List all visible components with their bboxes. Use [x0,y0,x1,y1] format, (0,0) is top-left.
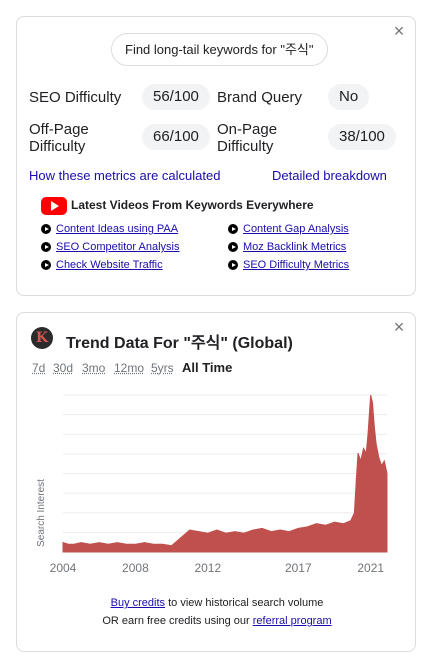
video-link-moz-backlink[interactable]: Moz Backlink Metrics [243,241,347,253]
find-long-tail-button[interactable]: Find long-tail keywords for "주식" [111,33,328,66]
x-tick-label: 2017 [285,561,312,575]
keyword-metrics-card: × Find long-tail keywords for "주식" SEO D… [16,16,416,296]
x-tick-label: 2008 [122,561,149,575]
referral-program-link[interactable]: referral program [252,615,332,627]
off-page-difficulty-label: Off-Page Difficulty [29,121,89,155]
video-link-seo-difficulty[interactable]: SEO Difficulty Metrics [243,259,350,271]
video-link-seo-competitor[interactable]: SEO Competitor Analysis [56,241,180,253]
search-interest-area [62,394,388,553]
close-icon[interactable]: × [393,317,405,337]
buy-credits-text: to view historical search volume [165,597,324,609]
buy-credits-line: Buy credits to view historical search vo… [17,597,417,609]
seo-difficulty-label: SEO Difficulty [29,89,122,106]
earn-credits-text: OR earn free credits using our [102,615,253,627]
latest-videos-title: Latest Videos From Keywords Everywhere [71,198,314,212]
play-circle-icon [41,224,51,234]
video-link-content-ideas[interactable]: Content Ideas using PAA [56,223,179,235]
play-circle-icon [41,260,51,270]
range-30d[interactable]: 30d [53,361,74,375]
buy-credits-link[interactable]: Buy credits [110,597,166,609]
video-link-content-gap[interactable]: Content Gap Analysis [243,223,349,235]
play-circle-icon [228,242,238,252]
referral-line: OR earn free credits using our referral … [17,615,417,627]
seo-difficulty-value: 56/100 [142,84,210,110]
range-3mo[interactable]: 3mo [82,361,106,375]
how-metrics-calculated-link[interactable]: How these metrics are calculated [29,168,221,183]
play-circle-icon [228,224,238,234]
brand-query-label: Brand Query [217,89,303,106]
on-page-difficulty-label: On-Page Difficulty [217,121,278,155]
x-tick-label: 2021 [357,561,384,575]
range-7d[interactable]: 7d [32,361,46,375]
play-circle-icon [41,242,51,252]
brand-query-value: No [328,84,370,110]
close-icon[interactable]: × [393,21,405,41]
x-tick-label: 2004 [50,561,77,575]
youtube-icon [41,197,67,215]
range-5yrs[interactable]: 5yrs [151,361,174,375]
trend-title: Trend Data For "주식" (Global) [66,335,293,352]
play-circle-icon [228,260,238,270]
video-link-website-traffic[interactable]: Check Website Traffic [56,259,163,271]
trend-chart: 2004 2008 2012 2017 2021 Search Interest [36,394,388,575]
range-all-time[interactable]: All Time [182,360,233,375]
off-page-difficulty-value: 66/100 [142,124,210,150]
x-tick-label: 2012 [194,561,221,575]
y-axis-label: Search Interest [36,479,47,547]
on-page-difficulty-value: 38/100 [328,124,396,150]
range-12mo[interactable]: 12mo [114,361,145,375]
detailed-breakdown-link[interactable]: Detailed breakdown [272,168,387,183]
keywords-everywhere-logo: K [31,327,53,349]
trend-data-card: × K Trend Data For "주식" (Global) 7d 30d … [16,312,416,652]
